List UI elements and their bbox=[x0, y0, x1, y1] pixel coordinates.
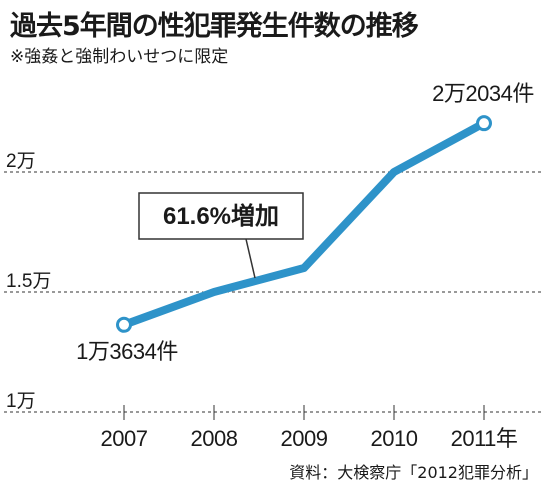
y-tick-label: 1.5万 bbox=[6, 271, 51, 292]
data-point-label: 1万3634件 bbox=[76, 339, 178, 364]
x-tick-label: 2011年 bbox=[451, 426, 518, 451]
data-point-marker bbox=[476, 115, 492, 132]
chart-title: 過去5年間の性犯罪発生件数の推移 bbox=[10, 11, 419, 42]
annotation-text: 61.6%増加 bbox=[163, 202, 279, 230]
x-tick-label: 2008 bbox=[191, 426, 238, 451]
x-tick-label: 2010 bbox=[371, 426, 418, 451]
source-note: 資料：大検察庁「2012犯罪分析」 bbox=[289, 463, 538, 482]
data-point-label: 2万2034件 bbox=[432, 81, 534, 106]
data-point-marker bbox=[116, 316, 132, 333]
chart-subtitle: ※強姦と強制わいせつに限定 bbox=[10, 47, 229, 67]
annotation-box bbox=[138, 192, 304, 240]
x-tick-label: 2009 bbox=[281, 426, 328, 451]
annotation-leader bbox=[245, 238, 256, 279]
y-tick-label: 2万 bbox=[6, 151, 36, 172]
series-line bbox=[120, 119, 488, 329]
x-tick-label: 2007 bbox=[101, 426, 148, 451]
y-tick-label: 1万 bbox=[6, 391, 36, 412]
